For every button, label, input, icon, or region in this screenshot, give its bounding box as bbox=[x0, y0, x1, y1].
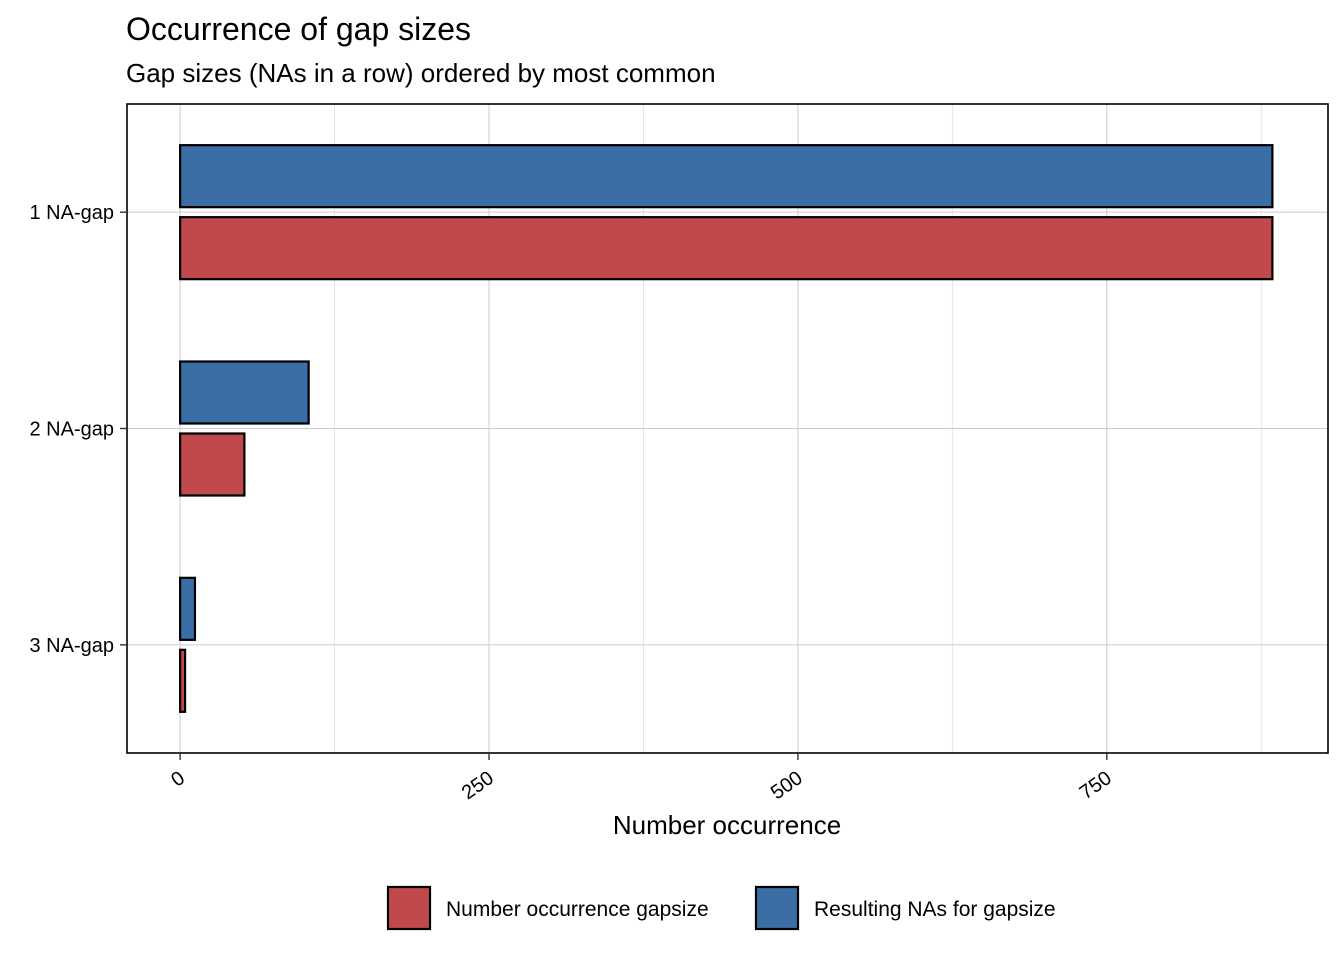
legend-key-2 bbox=[754, 885, 800, 931]
y-tick-label: 1 NA-gap bbox=[30, 202, 115, 224]
chart-subtitle: Gap sizes (NAs in a row) ordered by most… bbox=[126, 58, 716, 88]
x-axis-title: Number occurrence bbox=[613, 810, 841, 840]
chart-title: Occurrence of gap sizes bbox=[126, 11, 471, 47]
legend: Number occurrence gapsize Resulting NAs f… bbox=[386, 885, 1056, 931]
x-tick-label: 250 bbox=[458, 767, 498, 804]
bar-number-occurrence-2 bbox=[179, 432, 246, 497]
legend-label-1: Number occurrence gapsize bbox=[446, 898, 709, 921]
bar-number-occurrence-1 bbox=[179, 216, 1274, 281]
legend-label-2: Resulting NAs for gapsize bbox=[814, 898, 1056, 921]
bar-number-occurrence-3 bbox=[179, 648, 187, 713]
grid-layer bbox=[127, 104, 1328, 753]
y-tick-label: 3 NA-gap bbox=[30, 635, 115, 657]
x-tick-label: 500 bbox=[767, 767, 807, 804]
x-tick-label: 750 bbox=[1076, 767, 1116, 804]
bar-layer bbox=[179, 144, 1274, 713]
legend-key-1 bbox=[386, 885, 432, 931]
x-tick-label: 0 bbox=[167, 767, 189, 791]
bar-resulting-nas-1 bbox=[179, 144, 1274, 209]
y-tick-label: 2 NA-gap bbox=[30, 419, 115, 441]
bar-resulting-nas-3 bbox=[179, 576, 197, 641]
bar-resulting-nas-2 bbox=[179, 360, 310, 425]
